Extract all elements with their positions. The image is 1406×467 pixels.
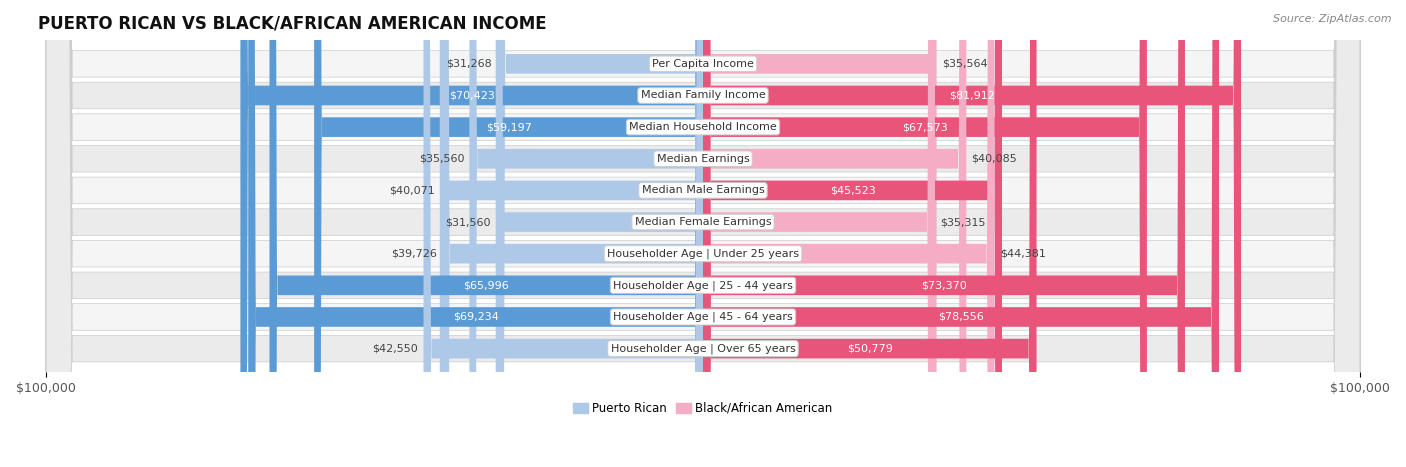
Text: Householder Age | Over 65 years: Householder Age | Over 65 years	[610, 343, 796, 354]
FancyBboxPatch shape	[703, 0, 936, 467]
FancyBboxPatch shape	[470, 0, 703, 467]
FancyBboxPatch shape	[46, 0, 1360, 467]
Text: Householder Age | 45 - 64 years: Householder Age | 45 - 64 years	[613, 312, 793, 322]
Text: $40,071: $40,071	[389, 185, 434, 195]
Text: $40,085: $40,085	[972, 154, 1018, 164]
FancyBboxPatch shape	[498, 0, 703, 467]
Text: $31,560: $31,560	[444, 217, 491, 227]
Text: Median Household Income: Median Household Income	[628, 122, 778, 132]
Text: Source: ZipAtlas.com: Source: ZipAtlas.com	[1274, 14, 1392, 24]
Text: $67,573: $67,573	[903, 122, 948, 132]
FancyBboxPatch shape	[240, 0, 703, 467]
FancyBboxPatch shape	[46, 0, 1360, 467]
FancyBboxPatch shape	[249, 0, 703, 467]
FancyBboxPatch shape	[314, 0, 703, 467]
Text: $78,556: $78,556	[938, 312, 984, 322]
Text: PUERTO RICAN VS BLACK/AFRICAN AMERICAN INCOME: PUERTO RICAN VS BLACK/AFRICAN AMERICAN I…	[38, 15, 547, 33]
Text: $73,370: $73,370	[921, 280, 967, 290]
Text: $81,912: $81,912	[949, 91, 995, 100]
Text: $50,779: $50,779	[846, 344, 893, 354]
FancyBboxPatch shape	[703, 0, 1241, 467]
Text: Median Male Earnings: Median Male Earnings	[641, 185, 765, 195]
Text: $35,564: $35,564	[942, 59, 987, 69]
FancyBboxPatch shape	[46, 0, 1360, 467]
Text: $35,560: $35,560	[419, 154, 464, 164]
FancyBboxPatch shape	[703, 0, 1036, 467]
FancyBboxPatch shape	[46, 0, 1360, 467]
Text: $39,726: $39,726	[391, 249, 437, 259]
Text: $45,523: $45,523	[830, 185, 876, 195]
FancyBboxPatch shape	[270, 0, 703, 467]
FancyBboxPatch shape	[703, 0, 935, 467]
Text: $69,234: $69,234	[453, 312, 499, 322]
FancyBboxPatch shape	[440, 0, 703, 467]
Text: Householder Age | Under 25 years: Householder Age | Under 25 years	[607, 248, 799, 259]
FancyBboxPatch shape	[703, 0, 994, 467]
Text: $42,550: $42,550	[373, 344, 418, 354]
Text: $44,381: $44,381	[1000, 249, 1046, 259]
FancyBboxPatch shape	[703, 0, 1219, 467]
FancyBboxPatch shape	[703, 0, 1002, 467]
Text: Per Capita Income: Per Capita Income	[652, 59, 754, 69]
FancyBboxPatch shape	[423, 0, 703, 467]
Text: $31,268: $31,268	[447, 59, 492, 69]
Text: Householder Age | 25 - 44 years: Householder Age | 25 - 44 years	[613, 280, 793, 290]
FancyBboxPatch shape	[46, 0, 1360, 467]
FancyBboxPatch shape	[46, 0, 1360, 467]
Legend: Puerto Rican, Black/African American: Puerto Rican, Black/African American	[568, 397, 838, 420]
FancyBboxPatch shape	[703, 0, 1185, 467]
Text: Median Family Income: Median Family Income	[641, 91, 765, 100]
FancyBboxPatch shape	[46, 0, 1360, 467]
FancyBboxPatch shape	[46, 0, 1360, 467]
Text: Median Earnings: Median Earnings	[657, 154, 749, 164]
Text: $65,996: $65,996	[464, 280, 509, 290]
FancyBboxPatch shape	[46, 0, 1360, 467]
FancyBboxPatch shape	[496, 0, 703, 467]
Text: Median Female Earnings: Median Female Earnings	[634, 217, 772, 227]
FancyBboxPatch shape	[46, 0, 1360, 467]
Text: $35,315: $35,315	[941, 217, 986, 227]
FancyBboxPatch shape	[703, 0, 1147, 467]
Text: $59,197: $59,197	[485, 122, 531, 132]
FancyBboxPatch shape	[703, 0, 966, 467]
FancyBboxPatch shape	[441, 0, 703, 467]
Text: $70,423: $70,423	[449, 91, 495, 100]
